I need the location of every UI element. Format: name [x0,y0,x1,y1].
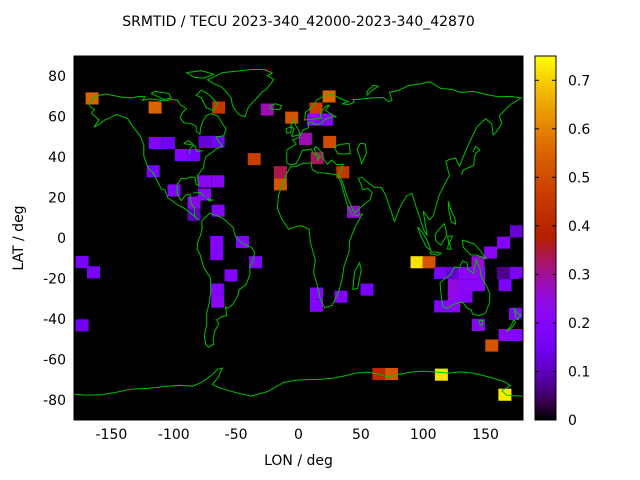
x-tick-label: -150 [96,427,128,443]
y-tick-label: 60 [48,110,66,126]
heatmap-cell [434,266,448,279]
heatmap-cell [211,204,225,217]
y-tick-label: 40 [48,150,66,166]
heatmap-cell [459,290,473,303]
heatmap-cell [485,339,499,352]
heatmap-cell [146,165,160,178]
heatmap-cell [307,113,320,126]
heatmap-cell [148,101,162,114]
heatmap-cell [422,256,436,269]
heatmap-cell [360,283,374,296]
y-tick-label: -20 [43,271,66,287]
heatmap-cell [273,166,287,179]
heatmap-cell [497,236,511,249]
heatmap-cell [496,266,510,279]
heatmap-cell [459,279,473,292]
heatmap-cell [75,256,89,269]
plot-area [74,56,523,420]
x-tick-label: 50 [352,427,370,443]
colorbar-tick-label: 0.7 [568,73,590,89]
heatmap-cell [410,256,424,269]
heatmap-cell [249,256,262,269]
colorbar-tick-label: 0.5 [568,170,590,186]
heatmap-cell [322,90,336,103]
heatmap-cell [347,205,360,218]
heatmap-cell [174,149,188,162]
colorbar-tick-label: 0.3 [568,267,590,283]
heatmap-cell [247,153,261,166]
heatmap-cell [446,266,459,279]
colorbar-tick-label: 0.4 [568,219,590,235]
heatmap-cell [434,368,448,381]
heatmap-cell [498,388,512,401]
heatmap-cell [310,299,323,312]
heatmap-cell [211,295,225,308]
heatmap-cell [198,188,211,201]
heatmap-cell [472,266,485,279]
heatmap-cell [187,208,201,221]
heatmap-cell [148,136,162,149]
heatmap-cell [472,279,485,292]
heatmap-cell [167,184,181,197]
heatmap-cell [498,279,512,292]
chart-title: SRMTID / TECU 2023-340_42000-2023-340_42… [122,14,475,30]
y-tick-label: 0 [57,231,66,247]
heatmap-cell [310,152,324,165]
colorbar-tick-label: 0.1 [568,365,590,381]
heatmap-cell [236,236,249,249]
heatmap-cell [75,319,89,332]
heatmap-cell [224,269,238,282]
coastlines [74,69,523,397]
heatmap-cell [210,283,224,296]
heatmap-cell [447,290,461,303]
heatmap-cell [310,287,323,300]
heatmap-cell [323,135,337,148]
heatmap-cell [260,103,274,116]
x-tick-label: -100 [158,427,190,443]
heatmap-cell [298,132,312,145]
heatmap-cell [320,113,334,126]
heatmap-cell [434,300,448,313]
x-tick-label: 0 [294,427,303,443]
heatmap-cell [385,368,399,381]
heatmap-cell [161,136,175,149]
heatmap-cell [198,175,211,188]
heatmap-cell [448,279,461,292]
heatmap-cell [498,329,512,342]
y-tick-label: -40 [43,312,66,328]
heatmap-cell [210,248,224,261]
heatmap-cell [510,225,523,238]
axis-ticks [74,56,523,420]
heatmap-cell [211,175,225,188]
heatmap-cell [285,111,299,124]
heatmap-cell [509,266,523,279]
y-tick-label: 80 [48,69,66,85]
heatmap-cell [472,318,485,331]
y-axis-label: LAT / deg [11,205,27,271]
colorbar-tick-label: 0.6 [568,122,590,138]
heatmap-cell [198,135,212,148]
heatmap-cell [187,149,201,162]
heatmap-cell [447,300,460,313]
heatmap-cell [212,101,226,114]
colorbar [534,55,557,421]
x-axis-label: LON / deg [264,453,333,469]
heatmap-cell [484,246,498,259]
y-tick-label: 20 [48,191,66,207]
x-tick-label: 100 [410,427,437,443]
x-tick-label: -50 [225,427,248,443]
heatmap-cell [210,236,224,249]
colorbar-tick-label: 0 [568,413,577,429]
heatmap-cell [87,266,100,279]
y-tick-label: -80 [43,393,66,409]
x-tick-label: 150 [472,427,499,443]
heatmap-cell [471,256,485,269]
colorbar-tick-label: 0.2 [568,316,590,332]
y-tick-label: -60 [43,352,66,368]
heatmap-cell [509,329,523,342]
heatmap-cell [459,266,472,279]
colorbar-ticks [535,79,556,421]
